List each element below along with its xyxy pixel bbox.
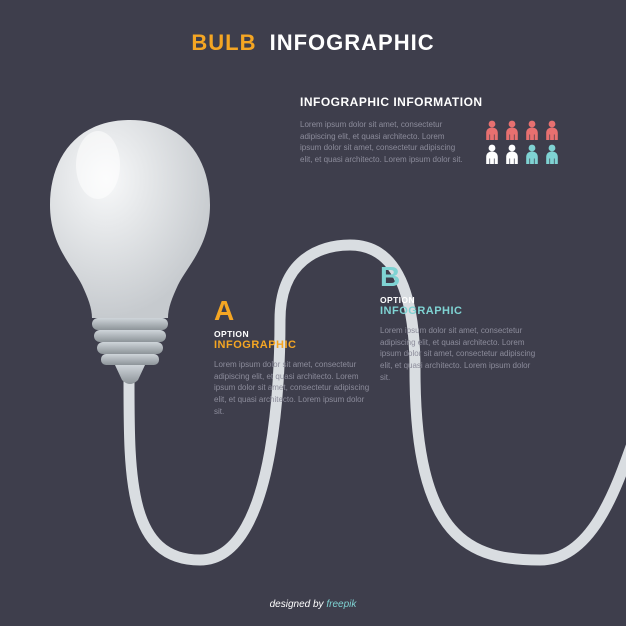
person-icon	[523, 143, 541, 165]
people-chart	[483, 119, 561, 165]
person-icon	[543, 119, 561, 141]
option-subtitle: INFOGRAPHIC	[380, 305, 540, 317]
person-icon	[523, 119, 541, 141]
footer-brand: freepik	[326, 599, 356, 610]
option-label: OPTION	[380, 295, 540, 305]
option-block-b: B OPTIONINFOGRAPHIC Lorem ipsum dolor sit …	[380, 261, 540, 383]
info-heading: INFOGRAPHIC INFORMATION	[300, 95, 590, 109]
option-subtitle: INFOGRAPHIC	[214, 339, 374, 351]
person-icon	[503, 143, 521, 165]
footer-credit: designed by freepik	[0, 599, 626, 610]
option-letter: B	[380, 261, 540, 293]
info-section: INFOGRAPHIC INFORMATION Lorem ipsum dolo…	[300, 95, 590, 165]
infographic-canvas: BULB INFOGRAPHIC INFOGRAPHIC	[0, 0, 626, 626]
person-icon	[483, 119, 501, 141]
option-text: Lorem ipsum dolor sit amet, consectetur …	[214, 359, 374, 417]
person-icon	[543, 143, 561, 165]
option-letter: A	[214, 295, 374, 327]
info-text: Lorem ipsum dolor sit amet, consectetur …	[300, 119, 465, 165]
person-icon	[503, 119, 521, 141]
lightbulb-icon	[40, 110, 220, 390]
option-text: Lorem ipsum dolor sit amet, consectetur …	[380, 325, 540, 383]
footer-prefix: designed by	[270, 599, 327, 610]
person-icon	[483, 143, 501, 165]
option-block-a: A OPTIONINFOGRAPHIC Lorem ipsum dolor sit …	[214, 295, 374, 417]
option-label: OPTION	[214, 329, 374, 339]
